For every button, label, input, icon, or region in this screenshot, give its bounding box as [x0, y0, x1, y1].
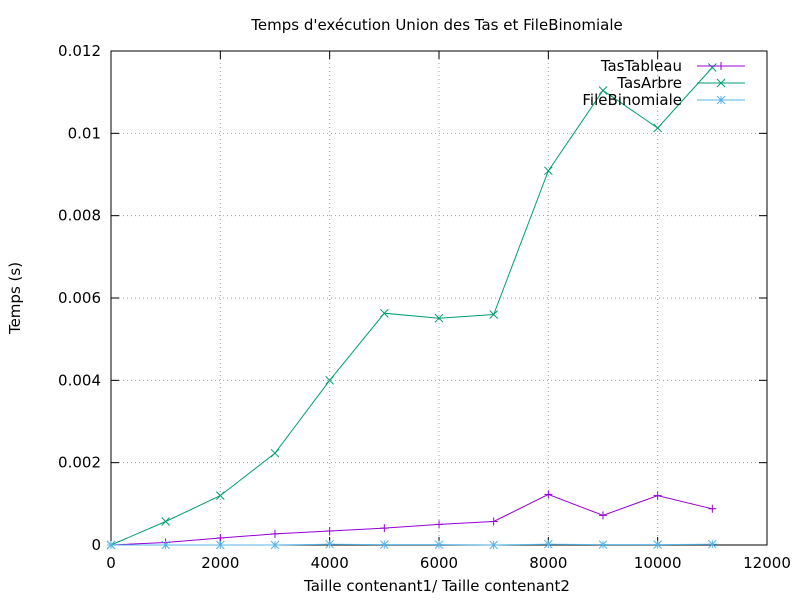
- x-tick-label: 8000: [529, 554, 567, 572]
- data-point-filebinomiale: [598, 540, 608, 549]
- data-point-tastableau: [708, 504, 717, 513]
- data-point-filebinomiale: [215, 540, 225, 550]
- data-point-tasarbre: [653, 123, 663, 133]
- legend-entry-tastableau: TasTableau: [600, 57, 745, 75]
- data-point-filebinomiale: [707, 539, 717, 549]
- x-tick-label: 10000: [634, 554, 682, 572]
- series-lines: [106, 63, 717, 550]
- y-axis-label: Temps (s): [6, 262, 24, 335]
- data-point-filebinomiale: [543, 539, 553, 549]
- data-point-tastableau: [380, 524, 389, 533]
- x-tick-label: 0: [106, 554, 116, 572]
- y-tick-label: 0.006: [58, 289, 101, 307]
- data-point-tasarbre: [543, 166, 553, 176]
- series-line-tasarbre: [110, 67, 713, 546]
- series-line-tastableau: [110, 493, 713, 546]
- data-point-tasarbre: [270, 448, 280, 458]
- data-point-filebinomiale: [489, 540, 499, 550]
- data-point-tastableau: [599, 511, 607, 520]
- x-axis-label: Taille contenant1/ Taille contenant2: [303, 577, 570, 595]
- legend-label-filebinomiale: FileBinomiale: [582, 91, 682, 109]
- y-tick-label: 0.002: [58, 454, 101, 472]
- data-point-tastableau: [653, 491, 662, 500]
- data-point-filebinomiale: [270, 540, 280, 550]
- data-point-tastableau: [489, 517, 498, 526]
- grid-lines: [111, 51, 767, 545]
- data-point-filebinomiale: [653, 540, 663, 549]
- axis-ticks: 0 2000 4000 6000 8000 10000 12000 0 0.002 0.004 0.…: [58, 42, 791, 572]
- x-tick-label: 4000: [311, 554, 349, 572]
- data-point-tastableau: [435, 520, 443, 529]
- data-point-tastableau: [216, 534, 225, 543]
- legend-entry-filebinomiale: FileBinomiale: [582, 91, 745, 109]
- legend-entry-tasarbre: TasArbre: [616, 74, 745, 92]
- y-tick-label: 0: [91, 536, 101, 554]
- legend-label-tastableau: TasTableau: [600, 57, 682, 75]
- legend-marker-tasarbre: [716, 78, 726, 88]
- x-tick-label: 2000: [201, 554, 239, 572]
- y-tick-label: 0.008: [58, 207, 101, 225]
- data-point-tasarbre: [379, 308, 389, 318]
- data-point-filebinomiale: [325, 539, 335, 549]
- data-point-tasarbre: [161, 517, 171, 526]
- data-point-tastableau: [325, 527, 334, 536]
- y-tick-label: 0.004: [58, 371, 101, 389]
- data-point-tasarbre: [325, 375, 335, 385]
- data-point-filebinomiale: [161, 540, 171, 550]
- data-point-tastableau: [544, 490, 553, 499]
- data-point-tastableau: [271, 529, 279, 538]
- legend-marker-tastableau: [717, 62, 725, 70]
- data-point-filebinomiale: [106, 540, 116, 550]
- series-line-filebinomiale: [111, 543, 713, 546]
- y-tick-label: 0.01: [68, 124, 101, 142]
- data-point-tasarbre: [598, 86, 608, 95]
- x-tick-label: 6000: [420, 554, 458, 572]
- y-tick-label: 0.012: [58, 42, 101, 60]
- data-point-tasarbre: [707, 63, 717, 72]
- data-point-filebinomiale: [434, 540, 444, 549]
- legend-label-tasarbre: TasArbre: [616, 74, 682, 92]
- legend-marker-filebinomiale: [716, 95, 726, 105]
- x-tick-label: 12000: [743, 554, 791, 572]
- data-point-tasarbre: [489, 310, 499, 319]
- data-point-tasarbre: [215, 491, 225, 500]
- data-point-filebinomiale: [379, 540, 389, 549]
- chart-title: Temps d'exécution Union des Tas et FileB…: [250, 16, 622, 34]
- data-point-tasarbre: [434, 313, 444, 323]
